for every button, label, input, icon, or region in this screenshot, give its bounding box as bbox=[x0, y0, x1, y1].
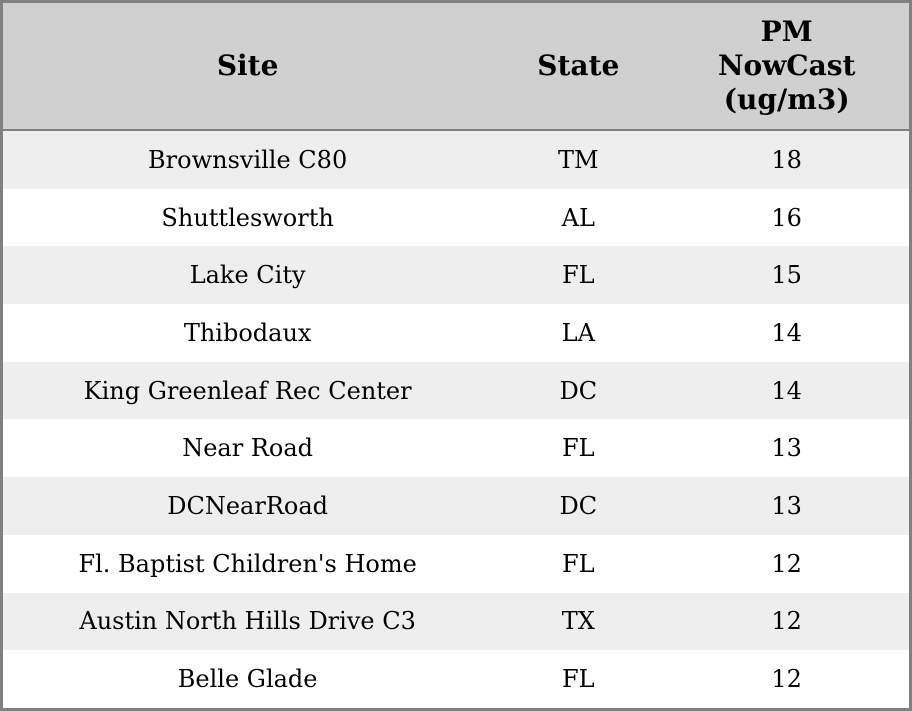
pm-cell: 13 bbox=[771, 491, 802, 520]
table-header: Site State PM NowCast (ug/m3) bbox=[3, 3, 909, 131]
site-cell: Austin North Hills Drive C3 bbox=[79, 607, 416, 636]
state-cell: AL bbox=[561, 203, 595, 232]
pm-cell: 15 bbox=[771, 261, 802, 290]
column-header-site: Site bbox=[3, 3, 493, 131]
state-cell: FL bbox=[562, 434, 595, 463]
state-cell: TX bbox=[561, 607, 595, 636]
site-cell: King Greenleaf Rec Center bbox=[83, 376, 412, 405]
state-cell: FL bbox=[562, 665, 595, 694]
state-cell: DC bbox=[559, 376, 598, 405]
column-header-state-label: State bbox=[537, 48, 620, 82]
pm-nowcast-table: Site State PM NowCast (ug/m3) Brownsvill… bbox=[3, 3, 909, 708]
site-cell: Fl. Baptist Children's Home bbox=[78, 549, 417, 578]
site-cell: Lake City bbox=[189, 261, 306, 290]
header-row: Site State PM NowCast (ug/m3) bbox=[3, 3, 909, 131]
table-row: DCNearRoad DC 13 bbox=[3, 477, 909, 535]
state-cell: TM bbox=[558, 145, 599, 174]
table-body: Brownsville C80 TM 18 Shuttlesworth AL 1… bbox=[3, 130, 909, 708]
column-header-site-label: Site bbox=[216, 48, 279, 82]
pm-cell: 14 bbox=[771, 376, 802, 405]
column-header-pm-nowcast-label: PM NowCast (ug/m3) bbox=[717, 14, 856, 117]
site-cell: Belle Glade bbox=[177, 665, 318, 694]
table-row: Thibodaux LA 14 bbox=[3, 304, 909, 362]
pm-cell: 12 bbox=[771, 607, 802, 636]
column-header-state: State bbox=[492, 3, 665, 131]
site-cell: Near Road bbox=[182, 434, 314, 463]
table-row: Near Road FL 13 bbox=[3, 419, 909, 478]
state-cell: DC bbox=[559, 491, 598, 520]
pm-cell: 14 bbox=[771, 318, 802, 347]
state-cell: LA bbox=[561, 318, 595, 347]
pm-cell: 16 bbox=[771, 203, 802, 232]
column-header-pm-nowcast: PM NowCast (ug/m3) bbox=[664, 3, 909, 131]
site-cell: DCNearRoad bbox=[167, 491, 329, 520]
table-row: Belle Glade FL 12 bbox=[3, 650, 909, 708]
table-row: Austin North Hills Drive C3 TX 12 bbox=[3, 592, 909, 651]
site-cell: Shuttlesworth bbox=[161, 203, 334, 232]
table-row: Shuttlesworth AL 16 bbox=[3, 188, 909, 247]
state-cell: FL bbox=[562, 261, 595, 290]
pm-cell: 12 bbox=[771, 549, 802, 578]
table-row: Lake City FL 15 bbox=[3, 246, 909, 305]
table-row: King Greenleaf Rec Center DC 14 bbox=[3, 361, 909, 420]
table-row: Brownsville C80 TM 18 bbox=[3, 130, 909, 189]
site-cell: Brownsville C80 bbox=[148, 145, 348, 174]
pm-cell: 13 bbox=[771, 434, 802, 463]
pm-cell: 12 bbox=[771, 665, 802, 694]
state-cell: FL bbox=[562, 549, 595, 578]
pm-cell: 18 bbox=[771, 145, 802, 174]
site-cell: Thibodaux bbox=[183, 318, 312, 347]
table-row: Fl. Baptist Children's Home FL 12 bbox=[3, 534, 909, 593]
